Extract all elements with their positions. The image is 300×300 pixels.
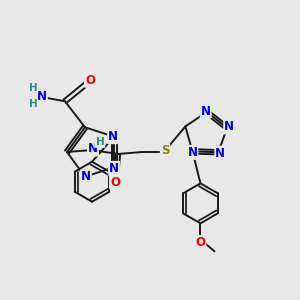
Text: N: N <box>81 170 91 183</box>
Text: N: N <box>215 147 225 160</box>
Text: N: N <box>224 120 234 134</box>
Text: O: O <box>196 236 206 249</box>
Text: H: H <box>96 137 104 147</box>
Text: O: O <box>85 74 95 87</box>
Text: N: N <box>201 104 211 118</box>
Text: O: O <box>110 176 120 188</box>
Text: H: H <box>28 83 37 93</box>
Text: H: H <box>28 99 37 109</box>
Text: N: N <box>88 142 98 155</box>
Text: N: N <box>109 162 119 175</box>
Text: N: N <box>188 146 197 159</box>
Text: S: S <box>161 145 169 158</box>
Text: N: N <box>108 130 118 143</box>
Text: N: N <box>37 90 47 103</box>
